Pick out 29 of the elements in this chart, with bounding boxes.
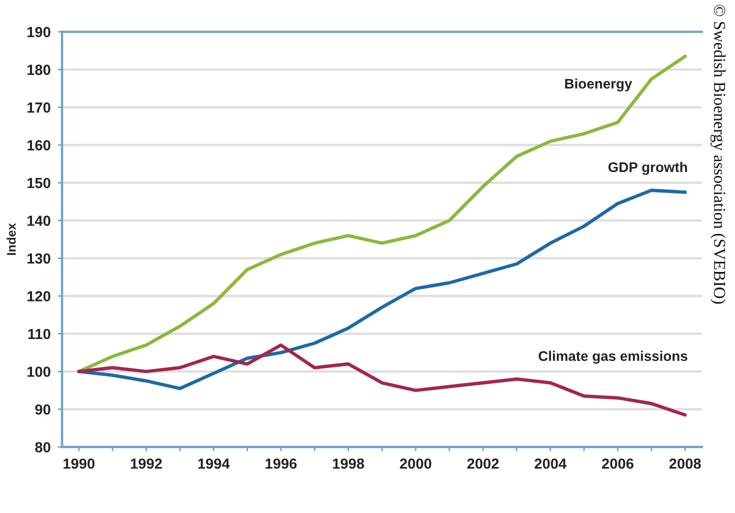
y-tick-label: 120 bbox=[28, 291, 50, 302]
y-tick-label: 110 bbox=[28, 328, 50, 340]
series-label: GDP growth bbox=[608, 162, 687, 175]
x-tick-label: 1998 bbox=[333, 458, 364, 469]
x-tick-label: 2008 bbox=[669, 458, 701, 469]
y-tick-label: 80 bbox=[35, 442, 50, 452]
x-tick-label: 1996 bbox=[266, 458, 297, 469]
line-series bbox=[77, 188, 687, 390]
x-tick-label: 1994 bbox=[198, 458, 230, 469]
y-tick-label: 170 bbox=[28, 102, 50, 113]
y-tick-label: 140 bbox=[28, 216, 50, 226]
text: © Swedish Bioenergy association (SVEBIO) bbox=[710, 4, 726, 304]
x-tick-label: 1992 bbox=[130, 458, 162, 469]
series-label: Climate gas emissions bbox=[538, 350, 688, 364]
x-tick-label: 2006 bbox=[602, 458, 634, 469]
y-tick-label: 180 bbox=[28, 64, 50, 75]
x-tick-label: 2004 bbox=[534, 458, 567, 469]
x-tick-label: 1990 bbox=[64, 458, 94, 469]
series-label: Bioenergy bbox=[565, 78, 632, 92]
y-tick-label: 190 bbox=[28, 26, 50, 38]
y-tick-label: 100 bbox=[28, 366, 50, 377]
y-tick-label: 160 bbox=[28, 140, 50, 150]
line-series bbox=[77, 343, 687, 417]
y-axis-title: Index bbox=[6, 223, 16, 255]
y-tick-label: 150 bbox=[28, 178, 50, 188]
y-tick-label: 130 bbox=[28, 253, 50, 264]
y-tick-label: 90 bbox=[35, 404, 50, 415]
x-tick-label: 2000 bbox=[400, 458, 432, 469]
x-tick-label: 2002 bbox=[467, 458, 499, 469]
